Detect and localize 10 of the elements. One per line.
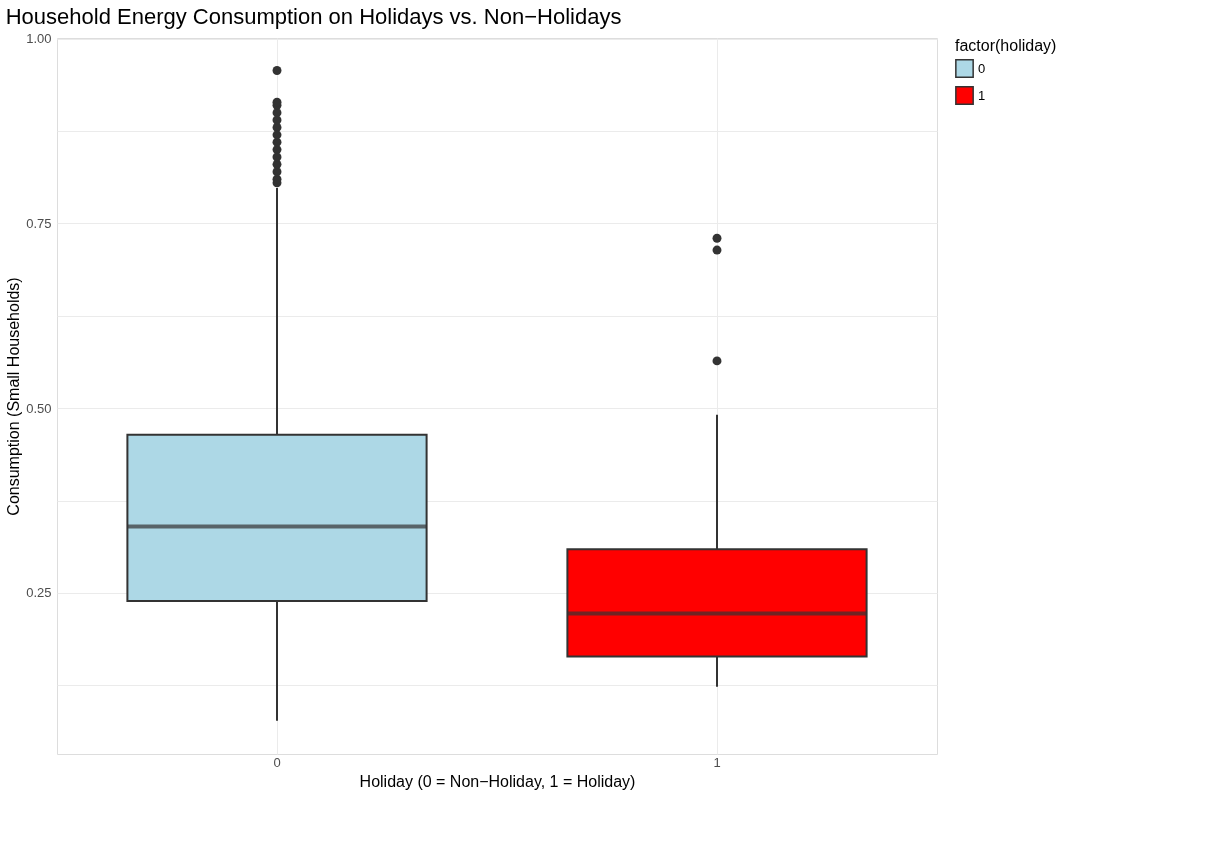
x-axis-title: Holiday (0 = Non−Holiday, 1 = Holiday) — [359, 772, 636, 790]
y-axis-title: Consumption (Small Households) — [5, 277, 23, 516]
legend-label: 1 — [978, 87, 986, 103]
y-tick-label: 1.00 — [26, 31, 52, 47]
y-tick-label: 0.50 — [26, 400, 52, 416]
y-tick-label: 0.25 — [26, 585, 52, 601]
chart-title: Household Energy Consumption on Holidays vs. Non−Holidays — [5, 3, 622, 29]
y-tick-label: 0.75 — [26, 215, 52, 231]
legend-label: 0 — [978, 60, 986, 76]
legend-title: factor(holiday) — [955, 37, 1057, 54]
